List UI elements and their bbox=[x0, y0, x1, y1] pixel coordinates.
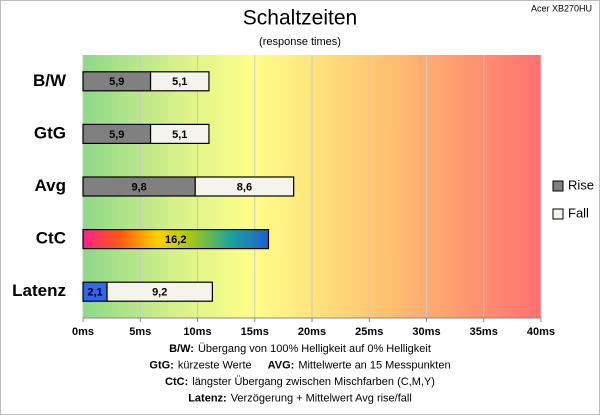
footnote: CtC: längster Übergang zwischen Mischfarb… bbox=[165, 376, 435, 388]
x-tick-label: 40ms bbox=[527, 326, 555, 338]
bar bbox=[149, 123, 210, 145]
value-label: 5,9 bbox=[109, 76, 124, 88]
note-label: GtG: bbox=[149, 359, 173, 371]
footnote: Latenz: Verzögerung + Mittelwert Avg rise… bbox=[188, 392, 412, 404]
legend-label: Rise bbox=[568, 177, 594, 192]
note-label: CtC: bbox=[165, 376, 188, 388]
x-tick-label: 20ms bbox=[298, 326, 326, 338]
value-label: 9,8 bbox=[131, 181, 146, 193]
legend-label: Fall bbox=[568, 205, 589, 220]
value-label: 5,1 bbox=[172, 129, 187, 141]
note-text: längster Übergang zwischen Mischfarben (… bbox=[192, 376, 435, 388]
bar bbox=[106, 281, 213, 302]
x-tick-label: 35ms bbox=[470, 326, 498, 338]
footnote: B/W: Übergang von 100% Helligkeit auf 0% … bbox=[169, 343, 431, 355]
legend-marker bbox=[552, 208, 564, 220]
x-tick-label: 10ms bbox=[183, 326, 211, 338]
note-text: kürzeste Werte bbox=[178, 359, 252, 371]
corner-label: Acer XB270HU bbox=[531, 3, 592, 13]
bar bbox=[82, 229, 270, 250]
x-tick-label: 30ms bbox=[412, 326, 440, 338]
y-tick-label: CtC bbox=[36, 229, 66, 248]
y-tick-label: Latenz bbox=[12, 281, 66, 300]
chart-title: Schaltzeiten bbox=[243, 7, 357, 30]
note-label: Latenz: bbox=[188, 392, 227, 404]
y-tick-label: GtG bbox=[34, 123, 66, 142]
note-text: Mittelwerte an 15 Messpunkten bbox=[298, 359, 450, 371]
x-tick-label: 25ms bbox=[355, 326, 383, 338]
note-label: B/W: bbox=[169, 343, 194, 355]
value-label: 9,2 bbox=[152, 287, 167, 299]
y-tick-label: B/W bbox=[33, 71, 67, 90]
value-label: 2,1 bbox=[87, 287, 102, 299]
value-label: 8,6 bbox=[237, 181, 252, 193]
value-label: 5,1 bbox=[172, 76, 187, 88]
note-text: Übergang von 100% Helligkeit auf 0% Hell… bbox=[198, 343, 431, 355]
value-label: 5,9 bbox=[109, 129, 124, 141]
chart-subtitle: (response times) bbox=[259, 36, 341, 48]
x-tick-label: 5ms bbox=[129, 326, 151, 338]
x-tick-label: 15ms bbox=[241, 326, 269, 338]
bar bbox=[194, 176, 295, 197]
note-text: Verzögerung + Mittelwert Avg rise/fall bbox=[231, 392, 412, 404]
x-tick-label: 0ms bbox=[72, 326, 94, 338]
note-label: AVG: bbox=[268, 359, 295, 371]
bar bbox=[149, 71, 210, 92]
value-label: 16,2 bbox=[165, 234, 186, 246]
footnote: GtG: kürzeste Werte AVG: Mittelwerte an 15 … bbox=[149, 359, 450, 371]
y-tick-label: Avg bbox=[35, 176, 67, 195]
legend-marker bbox=[552, 180, 564, 192]
